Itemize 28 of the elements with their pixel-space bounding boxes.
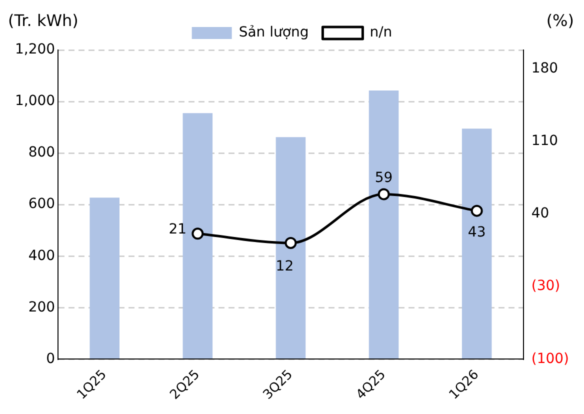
- data-label: 21: [168, 221, 187, 238]
- bar: [90, 198, 120, 358]
- point: [378, 188, 390, 200]
- y2-tick-label: 180: [531, 60, 558, 76]
- legend-label: Sản lượng: [238, 24, 309, 41]
- bar: [276, 137, 306, 358]
- bar: [462, 128, 492, 358]
- point: [470, 204, 483, 217]
- bar: [368, 90, 399, 358]
- y-tick-label: 800: [28, 144, 56, 161]
- y2-tick-label: 40: [531, 206, 550, 222]
- data-label: 12: [276, 258, 294, 275]
- y-tick-label: 200: [28, 299, 56, 316]
- point: [284, 236, 297, 249]
- y2-tick-label: 110: [531, 132, 558, 149]
- y2-axis-title: (%): [546, 11, 574, 30]
- data-label: 59: [374, 170, 393, 186]
- y-tick-label: 0: [46, 350, 56, 367]
- point: [192, 228, 204, 240]
- y2-tick-label: (30): [531, 278, 560, 294]
- y-tick-label: 1,000: [14, 93, 56, 110]
- y2-tick-label: (100): [531, 350, 570, 367]
- y-tick-label: 400: [28, 248, 56, 264]
- y-tick-label: 1,200: [14, 42, 56, 58]
- y-axis-title: (Tr. kWh): [8, 11, 78, 30]
- y-tick-label: 600: [28, 196, 56, 212]
- legend-label: n/n: [370, 24, 392, 41]
- data-label: 43: [468, 224, 486, 240]
